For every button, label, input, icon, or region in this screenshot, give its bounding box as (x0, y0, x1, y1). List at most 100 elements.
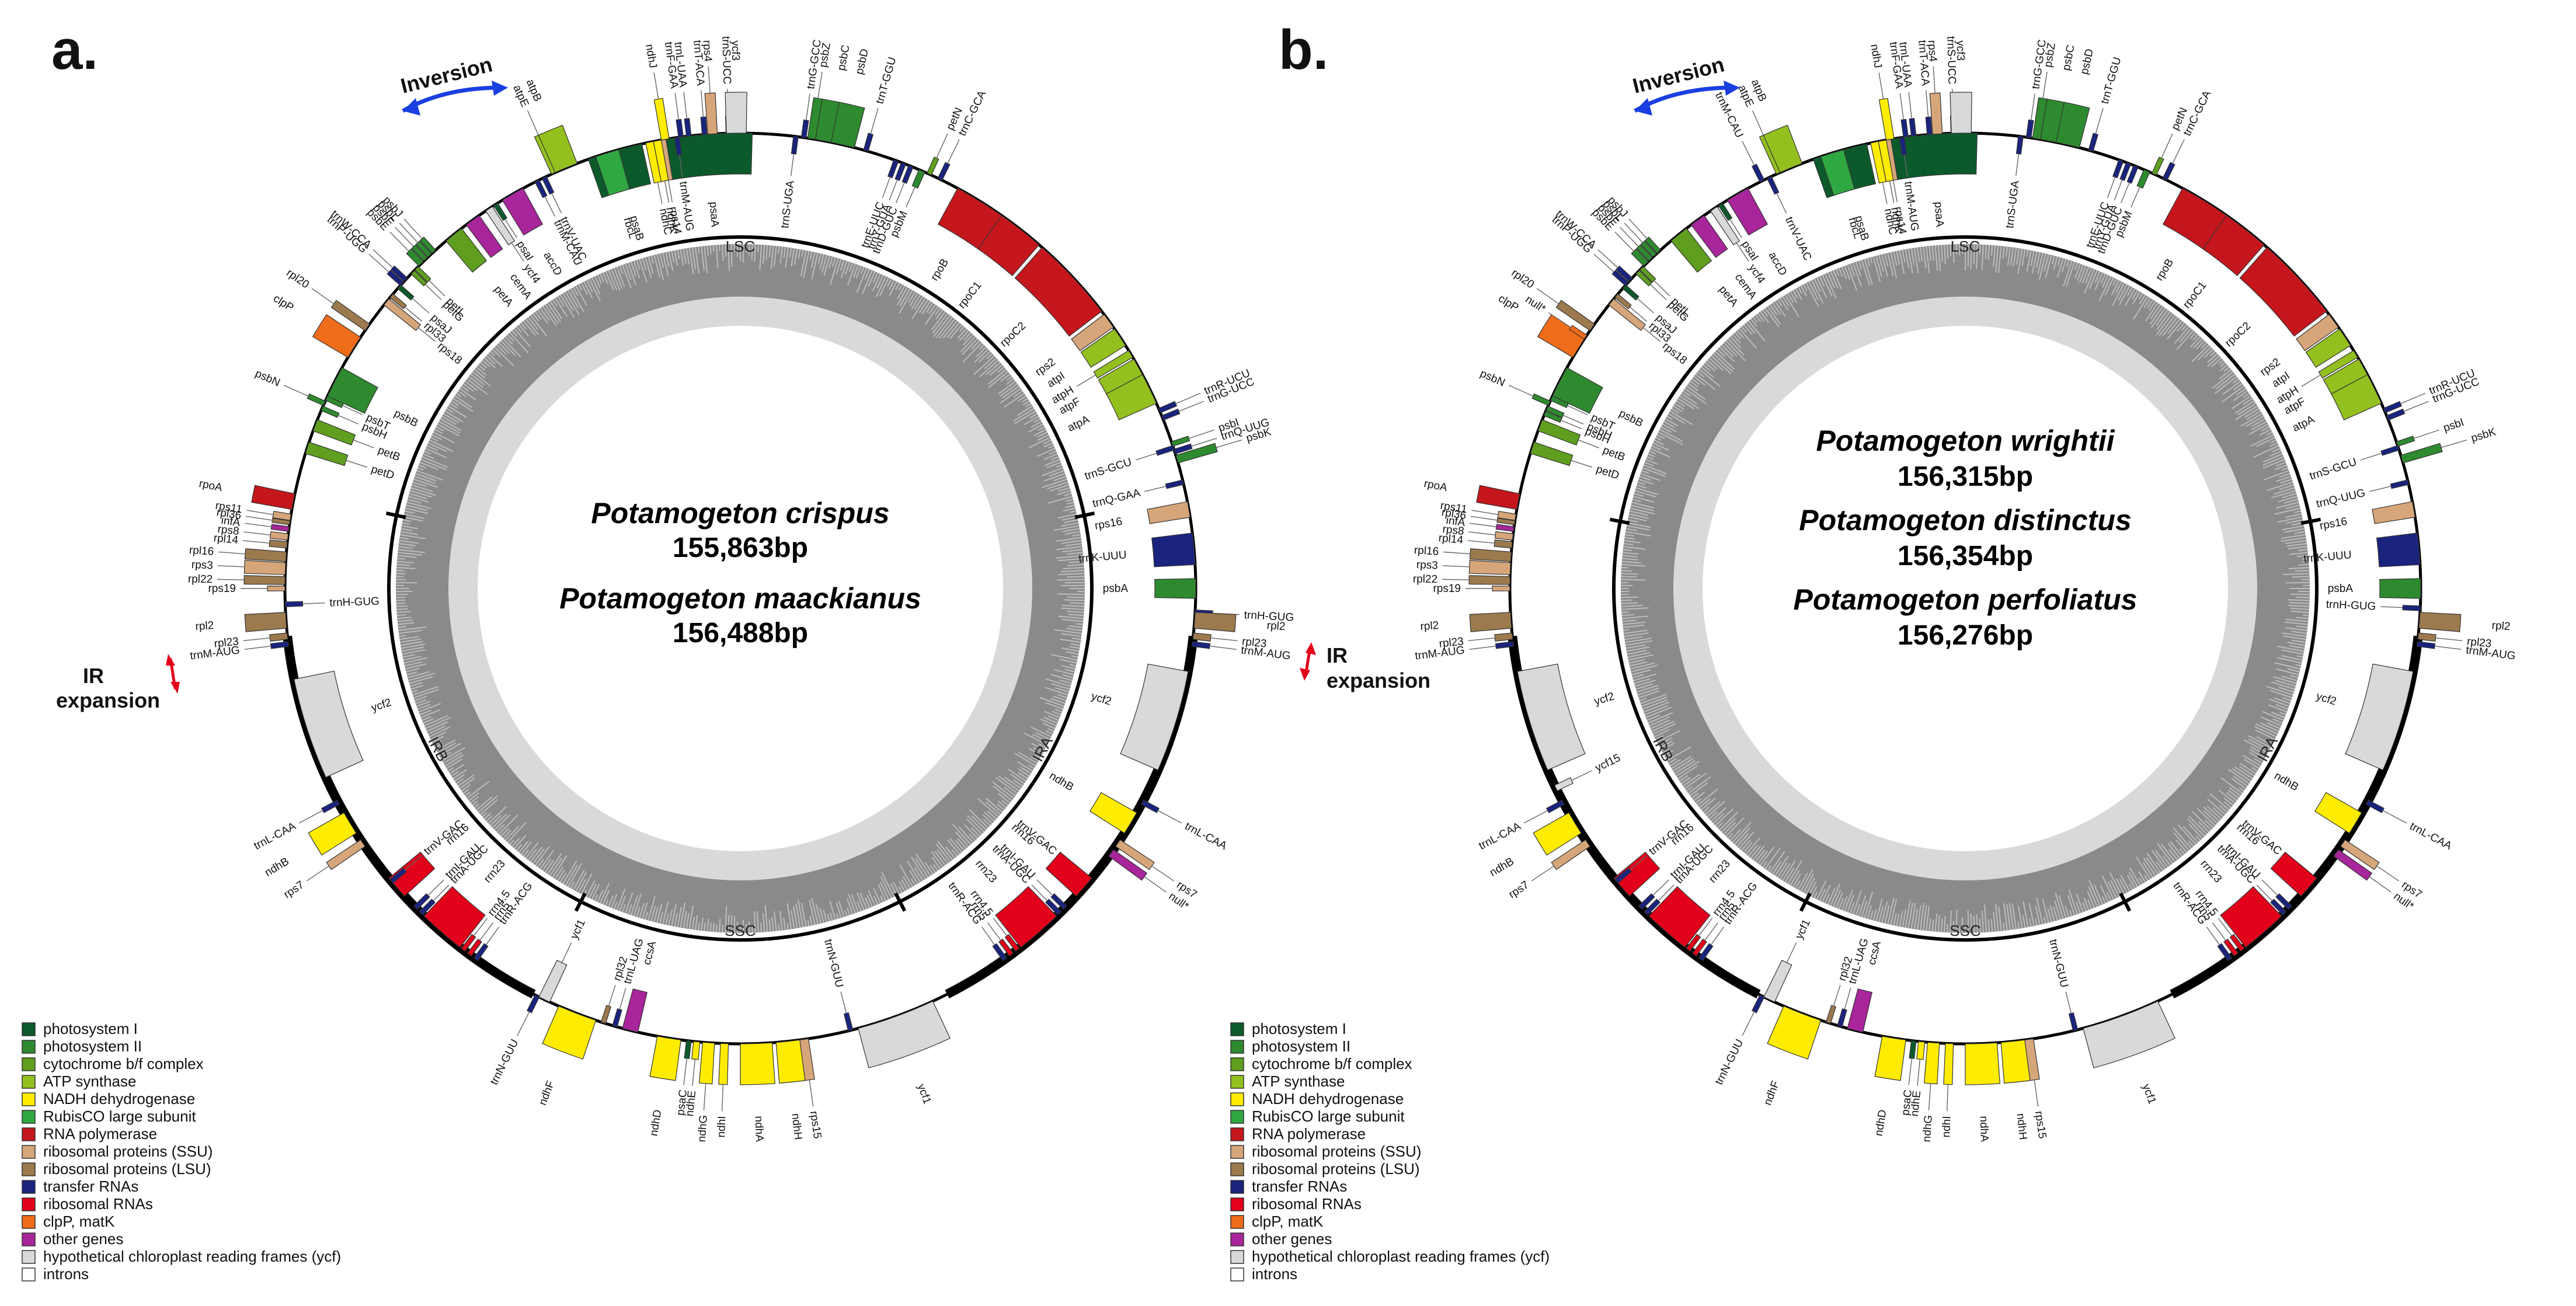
gc-spike (397, 619, 413, 622)
gene-block-ndhb (308, 812, 357, 856)
gc-spike (1061, 570, 1085, 573)
gc-spike (1061, 633, 1082, 638)
gc-spike (2191, 810, 2212, 831)
gene-label-trnt-ggu: trnT-GGU (2099, 56, 2124, 106)
gene-block-rpl16 (244, 548, 287, 562)
gc-spike (1764, 847, 1781, 869)
gc-spike (1061, 664, 1075, 670)
gene-label-rpl2: rpl2 (195, 619, 214, 633)
gene-leader-line (2441, 439, 2467, 448)
gc-spike (937, 840, 953, 861)
gc-spike (2196, 340, 2205, 350)
gene-block-trns-uga (2015, 135, 2024, 155)
gene-block-psbj (419, 236, 436, 254)
gc-spike (1045, 687, 1068, 696)
gc-spike (2015, 248, 2020, 265)
gene-label-rps8: rps8 (217, 523, 240, 538)
arrow-head-icon (1724, 81, 1740, 96)
gc-spike (1072, 534, 1081, 537)
gc-spike (1044, 711, 1060, 718)
gene-block-rrn23 (995, 886, 1057, 948)
gene-leader-line (1642, 327, 1661, 342)
gc-spike (1035, 732, 1050, 740)
gene-block-rrn23 (2220, 886, 2282, 948)
gene-block-trnl-caa (1546, 799, 1565, 813)
gene-leader-line (373, 249, 394, 269)
gc-spike (2275, 680, 2296, 687)
gc-spike (1058, 573, 1085, 576)
region-boundary-tick (574, 892, 587, 912)
gc-spike (402, 522, 410, 525)
gc-spike (398, 552, 423, 556)
gc-spike (1867, 905, 1872, 919)
gc-spike (456, 778, 464, 785)
gene-block-trns-gcu (2380, 445, 2400, 456)
gc-spike (396, 563, 410, 566)
gene-block-psbn (1531, 393, 1551, 406)
gc-spike (851, 894, 859, 913)
gene-leader-line (1562, 415, 1584, 425)
gene-block-trng-ucc (1161, 408, 1181, 421)
gc-spike (1852, 262, 1862, 287)
gc-spike (2195, 835, 2201, 841)
gc-spike (1780, 297, 1789, 311)
gc-spike (1063, 566, 1084, 570)
gc-spike (748, 921, 750, 933)
gene-leader-line (1561, 420, 1582, 430)
gc-spike (680, 902, 686, 928)
gene-leader-line (1899, 93, 1904, 120)
gc-spike (1970, 244, 1972, 270)
gc-spike (2288, 605, 2310, 607)
gene-leader-line (1704, 922, 1719, 941)
gene-block-rpl2 (244, 612, 287, 632)
panel-a-rings (283, 131, 1198, 1046)
gc-spike (1046, 461, 1061, 469)
gene-leader-line (242, 540, 270, 544)
species-name: Potamogeton crispus (591, 497, 889, 530)
gc-spike (759, 245, 763, 270)
gc-spikes (396, 244, 1085, 933)
gene-label-petb: petB (1601, 444, 1627, 464)
gc-spike (1642, 699, 1668, 710)
gene-leader-line (412, 298, 430, 314)
gc-spike (2296, 625, 2308, 628)
gene-leader-line (809, 1079, 814, 1107)
gene-block-ndhb (1089, 792, 1137, 834)
gc-spike (1063, 507, 1075, 512)
gc-spike (1625, 531, 1651, 537)
gc-spike (559, 872, 567, 883)
gc-spike (608, 270, 618, 291)
gene-block-atpi (1080, 328, 1126, 368)
gc-spike (868, 271, 876, 287)
gene-block-rps2 (2296, 314, 2339, 351)
gene-leader-line (2015, 154, 2020, 176)
gene-block-trnl-caa (2365, 799, 2384, 813)
gc-spike (430, 731, 447, 740)
gene-leader-line (479, 922, 494, 941)
gc-spike (414, 475, 436, 485)
gc-spike (1747, 320, 1766, 342)
gc-spike (2035, 252, 2041, 269)
gc-spike (525, 842, 539, 859)
gene-block-accd (1726, 187, 1769, 236)
gc-spike (803, 250, 810, 278)
gc-spike (1061, 549, 1083, 553)
gene-label-ycf2: ycf2 (1089, 690, 1112, 708)
gc-spike (1645, 706, 1672, 718)
gene-leader-line (244, 646, 271, 650)
gc-spike (997, 366, 1005, 374)
arrow-head-icon (1635, 98, 1652, 116)
gc-spike (992, 781, 1014, 799)
gc-spike (2085, 267, 2093, 284)
gc-spike (2219, 805, 2228, 813)
gc-spike (1018, 751, 1038, 764)
gene-block-trnh-gug (284, 601, 304, 607)
gc-spike (1784, 294, 1799, 318)
gene-leader-line (1878, 72, 1884, 99)
gc-spike (879, 277, 889, 297)
gc-spike (1007, 768, 1026, 782)
gc-spike (500, 827, 510, 837)
gc-spike (611, 269, 621, 291)
gc-spike (446, 408, 454, 413)
gc-spike (2076, 893, 2084, 913)
